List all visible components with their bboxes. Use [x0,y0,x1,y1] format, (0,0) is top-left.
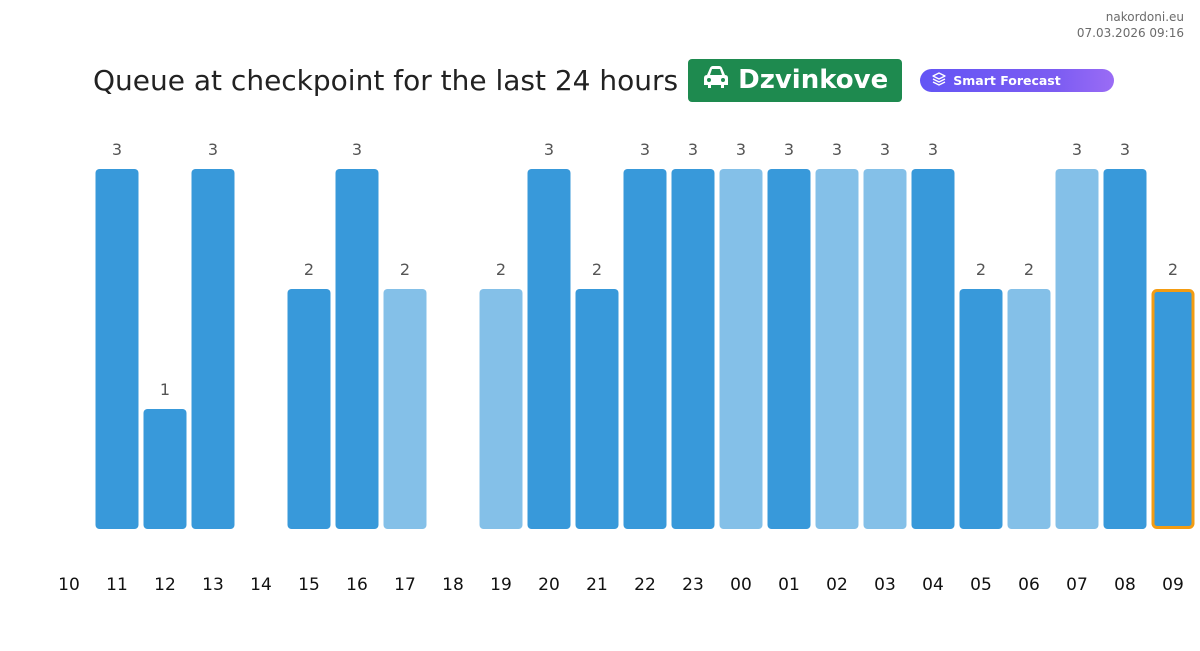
x-tick-17: 17 [394,575,416,595]
bar-12[interactable] [143,409,187,529]
bar-value-15: 2 [304,260,314,279]
bar-23[interactable] [671,169,715,529]
bar-17[interactable] [383,289,427,529]
bar-value-03: 3 [880,140,890,159]
bar-value-23: 3 [688,140,698,159]
bar-value-13: 3 [208,140,218,159]
bar-value-08: 3 [1120,140,1130,159]
bar-value-16: 3 [352,140,362,159]
checkpoint-name: Dzvinkove [738,65,889,95]
bar-value-00: 3 [736,140,746,159]
bar-21[interactable] [575,289,619,529]
bar-value-22: 3 [640,140,650,159]
bar-05[interactable] [959,289,1003,529]
bar-value-04: 3 [928,140,938,159]
x-tick-10: 10 [58,575,80,595]
x-tick-18: 18 [442,575,464,595]
bar-09[interactable] [1151,289,1195,529]
x-tick-11: 11 [106,575,128,595]
x-tick-15: 15 [298,575,320,595]
bar-value-17: 2 [400,260,410,279]
bar-00[interactable] [719,169,763,529]
x-tick-03: 03 [874,575,896,595]
page-title: Queue at checkpoint for the last 24 hour… [93,63,679,97]
bar-20[interactable] [527,169,571,529]
site-datetime: 07.03.2026 09:16 [1076,26,1184,40]
bar-value-20: 3 [544,140,554,159]
x-tick-21: 21 [586,575,608,595]
bar-value-07: 3 [1072,140,1082,159]
bar-01[interactable] [767,169,811,529]
bar-02[interactable] [815,169,859,529]
x-tick-02: 02 [826,575,848,595]
x-tick-19: 19 [490,575,512,595]
x-tick-05: 05 [970,575,992,595]
checkpoint-badge: Dzvinkove [688,58,903,102]
x-tick-20: 20 [538,575,560,595]
x-tick-00: 00 [730,575,752,595]
bar-value-21: 2 [592,260,602,279]
bar-value-01: 3 [784,140,794,159]
x-tick-07: 07 [1066,575,1088,595]
bar-value-05: 2 [976,260,986,279]
smart-forecast-badge[interactable]: Smart Forecast [920,68,1115,92]
bar-03[interactable] [863,169,907,529]
bar-value-09: 2 [1168,260,1178,279]
x-tick-13: 13 [202,575,224,595]
x-tick-12: 12 [154,575,176,595]
x-tick-09: 09 [1162,575,1184,595]
bar-19[interactable] [479,289,523,529]
car-icon [702,65,730,96]
bar-value-12: 1 [160,380,170,399]
bar-04[interactable] [911,169,955,529]
bar-value-19: 2 [496,260,506,279]
x-tick-01: 01 [778,575,800,595]
smart-forecast-label: Smart Forecast [953,72,1061,88]
bar-value-02: 3 [832,140,842,159]
x-tick-14: 14 [250,575,272,595]
bar-15[interactable] [287,289,331,529]
x-tick-08: 08 [1114,575,1136,595]
bar-16[interactable] [335,169,379,529]
header: Queue at checkpoint for the last 24 hour… [93,58,1115,102]
bar-value-06: 2 [1024,260,1034,279]
bar-11[interactable] [95,169,139,529]
bar-06[interactable] [1007,289,1051,529]
bar-07[interactable] [1055,169,1099,529]
x-tick-23: 23 [682,575,704,595]
x-tick-22: 22 [634,575,656,595]
layers-icon [932,71,946,89]
bar-08[interactable] [1103,169,1147,529]
bar-13[interactable] [191,169,235,529]
bar-value-11: 3 [112,140,122,159]
x-tick-16: 16 [346,575,368,595]
x-tick-06: 06 [1018,575,1040,595]
bar-22[interactable] [623,169,667,529]
site-info: nakordoni.eu 07.03.2026 09:16 [1077,9,1184,41]
x-tick-04: 04 [922,575,944,595]
site-name: nakordoni.eu [1105,10,1184,24]
